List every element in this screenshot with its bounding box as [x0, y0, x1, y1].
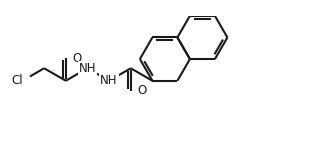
Text: Cl: Cl — [11, 74, 22, 87]
Text: NH: NH — [79, 62, 96, 75]
Text: NH: NH — [100, 74, 118, 87]
Text: O: O — [73, 52, 82, 65]
Text: O: O — [138, 84, 147, 97]
